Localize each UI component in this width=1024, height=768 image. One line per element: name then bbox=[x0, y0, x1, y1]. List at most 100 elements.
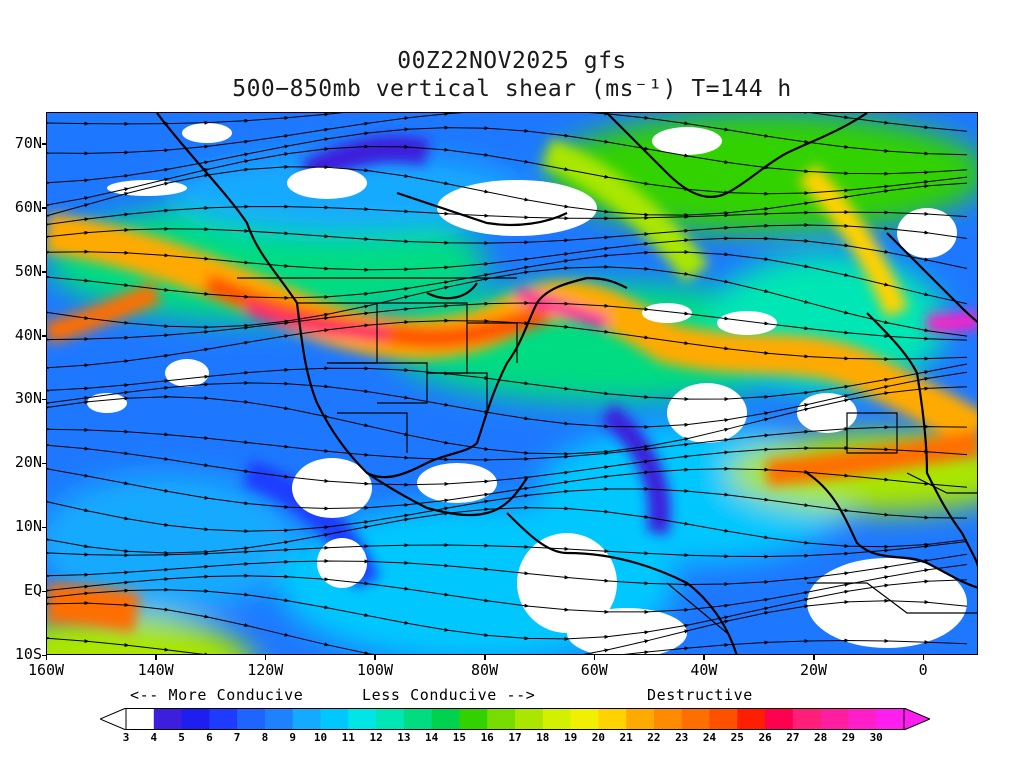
lat-tick-label: EQ bbox=[23, 581, 42, 600]
colorbar-swatch bbox=[209, 708, 238, 730]
colorbar-swatch bbox=[348, 708, 377, 730]
lon-tick-label: 100W bbox=[356, 661, 393, 679]
colorbar-level-label: 6 bbox=[206, 731, 213, 744]
lon-tick bbox=[374, 655, 376, 660]
lon-tick bbox=[45, 655, 47, 660]
lon-tick-label: 160W bbox=[27, 661, 65, 679]
streamline bbox=[47, 204, 968, 228]
colorbar-below-triangle bbox=[100, 708, 127, 730]
colorbar-swatch bbox=[237, 708, 266, 730]
colorbar-swatch bbox=[681, 708, 710, 730]
colorbar-swatch bbox=[848, 708, 877, 730]
lon-tick-label: 40W bbox=[690, 661, 718, 679]
colorbar-swatch bbox=[876, 708, 905, 730]
colorbar-level-label: 24 bbox=[702, 731, 717, 744]
colorbar-level-label: 9 bbox=[289, 731, 296, 744]
lat-tick-label: 50N bbox=[14, 261, 42, 280]
lon-tick-label: 60W bbox=[580, 661, 608, 679]
lat-tick bbox=[42, 271, 46, 273]
lat-tick bbox=[42, 590, 46, 593]
colorbar-level-label: 25 bbox=[730, 731, 744, 744]
shear-colorbar bbox=[100, 708, 930, 730]
colorbar-swatch bbox=[737, 708, 766, 730]
lon-tick-label: 120W bbox=[247, 661, 284, 679]
streamline bbox=[47, 318, 968, 369]
lat-tick-label: 70N bbox=[14, 133, 42, 152]
colorbar-swatch bbox=[181, 708, 210, 730]
colorbar-swatch bbox=[292, 708, 321, 730]
colorbar-swatch bbox=[459, 708, 488, 730]
colorbar-level-label: 11 bbox=[341, 731, 355, 744]
colorbar-swatch bbox=[153, 708, 182, 730]
lat-tick bbox=[42, 207, 46, 209]
colorbar-swatch bbox=[431, 708, 460, 730]
lon-tick-label: 80W bbox=[471, 661, 499, 679]
lon-tick bbox=[703, 655, 705, 660]
colorbar-level-label: 26 bbox=[758, 731, 772, 744]
shear-map bbox=[46, 112, 978, 655]
colorbar-level-label: 15 bbox=[452, 731, 467, 744]
lon-tick bbox=[155, 655, 157, 660]
colorbar-swatch bbox=[320, 708, 349, 730]
streamline bbox=[47, 598, 968, 654]
colorbar-above-triangle bbox=[903, 708, 930, 730]
colorbar-swatch bbox=[709, 708, 738, 730]
colorbar-level-label: 12 bbox=[369, 731, 383, 744]
lon-tick-label: 20W bbox=[799, 661, 828, 679]
streamline bbox=[47, 637, 968, 654]
colorbar-level-label: 14 bbox=[424, 731, 439, 744]
lon-tick bbox=[484, 655, 486, 660]
lat-tick-label: 10N bbox=[14, 517, 42, 536]
less-conducive-label: Less Conducive --> bbox=[362, 686, 536, 704]
more-conducive-label: <-- More Conducive bbox=[130, 686, 304, 704]
colorbar-level-label: 23 bbox=[675, 731, 689, 744]
colorbar-level-label: 16 bbox=[480, 731, 494, 744]
lat-tick-label: 30N bbox=[14, 389, 42, 408]
colorbar-swatch bbox=[126, 708, 155, 730]
lat-tick bbox=[42, 462, 46, 465]
lat-tick bbox=[42, 143, 46, 145]
lat-tick-label: 40N bbox=[14, 325, 42, 344]
lon-tick bbox=[922, 655, 925, 660]
colorbar-level-label: 19 bbox=[563, 731, 578, 744]
streamlines bbox=[47, 113, 968, 654]
colorbar-swatch bbox=[487, 708, 516, 730]
colorbar-swatch bbox=[264, 708, 294, 730]
colorbar-swatch bbox=[765, 708, 794, 730]
colorbar-swatch bbox=[820, 708, 849, 730]
colorbar-level-label: 30 bbox=[869, 731, 883, 744]
streamline bbox=[47, 541, 968, 559]
lat-tick bbox=[42, 526, 46, 529]
colorbar-level-label: 10 bbox=[313, 731, 328, 744]
lon-tick bbox=[813, 655, 815, 660]
colorbar-level-label: 27 bbox=[786, 731, 800, 744]
destructive-label: Destructive bbox=[647, 686, 753, 704]
colorbar-swatch bbox=[653, 708, 683, 730]
colorbar-level-label: 20 bbox=[591, 731, 606, 744]
colorbar-level-label: 21 bbox=[619, 731, 633, 744]
colorbar-level-label: 4 bbox=[150, 731, 158, 744]
colorbar-level-label: 28 bbox=[813, 731, 828, 744]
colorbar-swatch bbox=[403, 708, 433, 730]
colorbar-level-label: 29 bbox=[841, 731, 856, 744]
lat-tick-label: 20N bbox=[14, 453, 42, 472]
colorbar-swatch bbox=[792, 708, 822, 730]
lat-tick-label: 10S bbox=[14, 645, 42, 663]
lat-tick bbox=[42, 654, 46, 656]
lon-tick bbox=[264, 655, 267, 660]
colorbar-swatch bbox=[570, 708, 599, 730]
lon-tick-label: 140W bbox=[137, 661, 174, 679]
streamline bbox=[47, 164, 968, 218]
colorbar-swatch bbox=[598, 708, 627, 730]
colorbar-level-label: 8 bbox=[261, 731, 269, 744]
colorbar-swatch bbox=[626, 708, 655, 730]
map-subtitle: 500−850mb vertical shear (ms⁻¹) T=144 h bbox=[232, 76, 792, 102]
lat-tick-label: 60N bbox=[14, 197, 42, 216]
colorbar-level-label: 17 bbox=[508, 731, 522, 744]
colorbar-level-label: 13 bbox=[397, 731, 411, 744]
colorbar-swatch bbox=[542, 708, 571, 730]
colorbar-level-label: 5 bbox=[178, 731, 185, 744]
lat-tick bbox=[42, 398, 46, 401]
shear-field-plot bbox=[47, 113, 977, 654]
colorbar-swatch bbox=[515, 708, 544, 730]
